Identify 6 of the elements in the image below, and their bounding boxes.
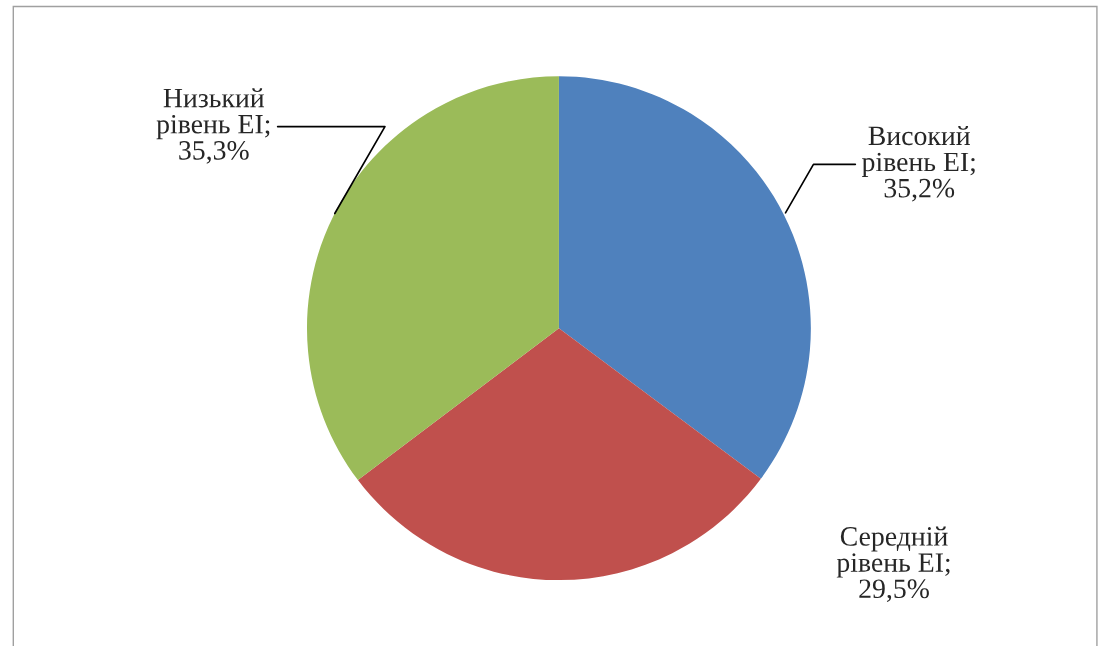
pie-slice bbox=[357, 328, 761, 581]
slice-label: Середній рівень EI; 29,5% bbox=[836, 526, 950, 603]
pie-slice bbox=[558, 76, 811, 479]
slice-label: Високий рівень EI; 35,2% bbox=[862, 125, 975, 202]
pie-slice bbox=[306, 76, 559, 481]
slice-label: Низький рівень EI; 35,3% bbox=[156, 88, 270, 164]
